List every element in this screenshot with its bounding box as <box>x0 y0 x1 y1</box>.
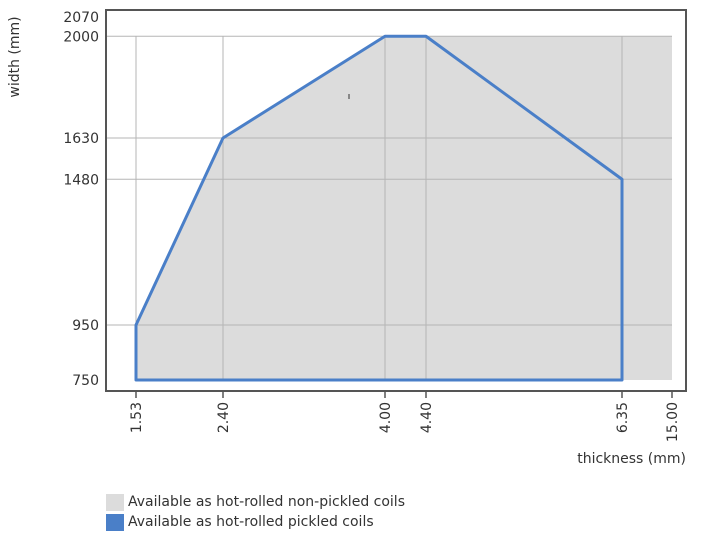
x-tick-label: 2.40 <box>216 402 232 433</box>
y-tick-label: 2000 <box>63 29 99 45</box>
y-tick-label: 1480 <box>63 172 99 188</box>
x-tick-label: 4.40 <box>419 402 435 433</box>
legend-item: Available as hot-rolled non-pickled coil… <box>106 492 405 512</box>
x-axis-title: thickness (mm) <box>577 451 686 467</box>
legend-item: Available as hot-rolled pickled coils <box>106 512 405 532</box>
y-tick-label: 950 <box>72 318 99 334</box>
plot-frame <box>105 9 687 392</box>
y-tick-label: 2070 <box>63 10 99 26</box>
legend-swatch <box>106 513 124 531</box>
y-tick-label: 750 <box>72 373 99 389</box>
y-axis-title: width (mm) <box>7 16 23 97</box>
x-tick-label: 1.53 <box>129 402 145 433</box>
y-tick-label: 1630 <box>63 131 99 147</box>
series-area-non-pickled <box>136 36 672 380</box>
plot-areas <box>106 34 672 382</box>
legend-label: Available as hot-rolled pickled coils <box>128 514 374 530</box>
x-axis-ticks: 1.53 2.40 4.00 4.40 6.35 15.00 <box>129 391 681 442</box>
x-tick-label: 15.00 <box>665 402 681 442</box>
x-tick-label: 4.00 <box>378 402 394 433</box>
series-outline-pickled <box>134 34 624 382</box>
legend: Available as hot-rolled non-pickled coil… <box>106 492 405 532</box>
legend-label: Available as hot-rolled non-pickled coil… <box>128 494 405 510</box>
y-axis-ticks: 750 950 1480 1630 2000 2070 <box>63 10 99 389</box>
x-tick-label: 6.35 <box>615 402 631 433</box>
legend-swatch <box>106 493 124 511</box>
